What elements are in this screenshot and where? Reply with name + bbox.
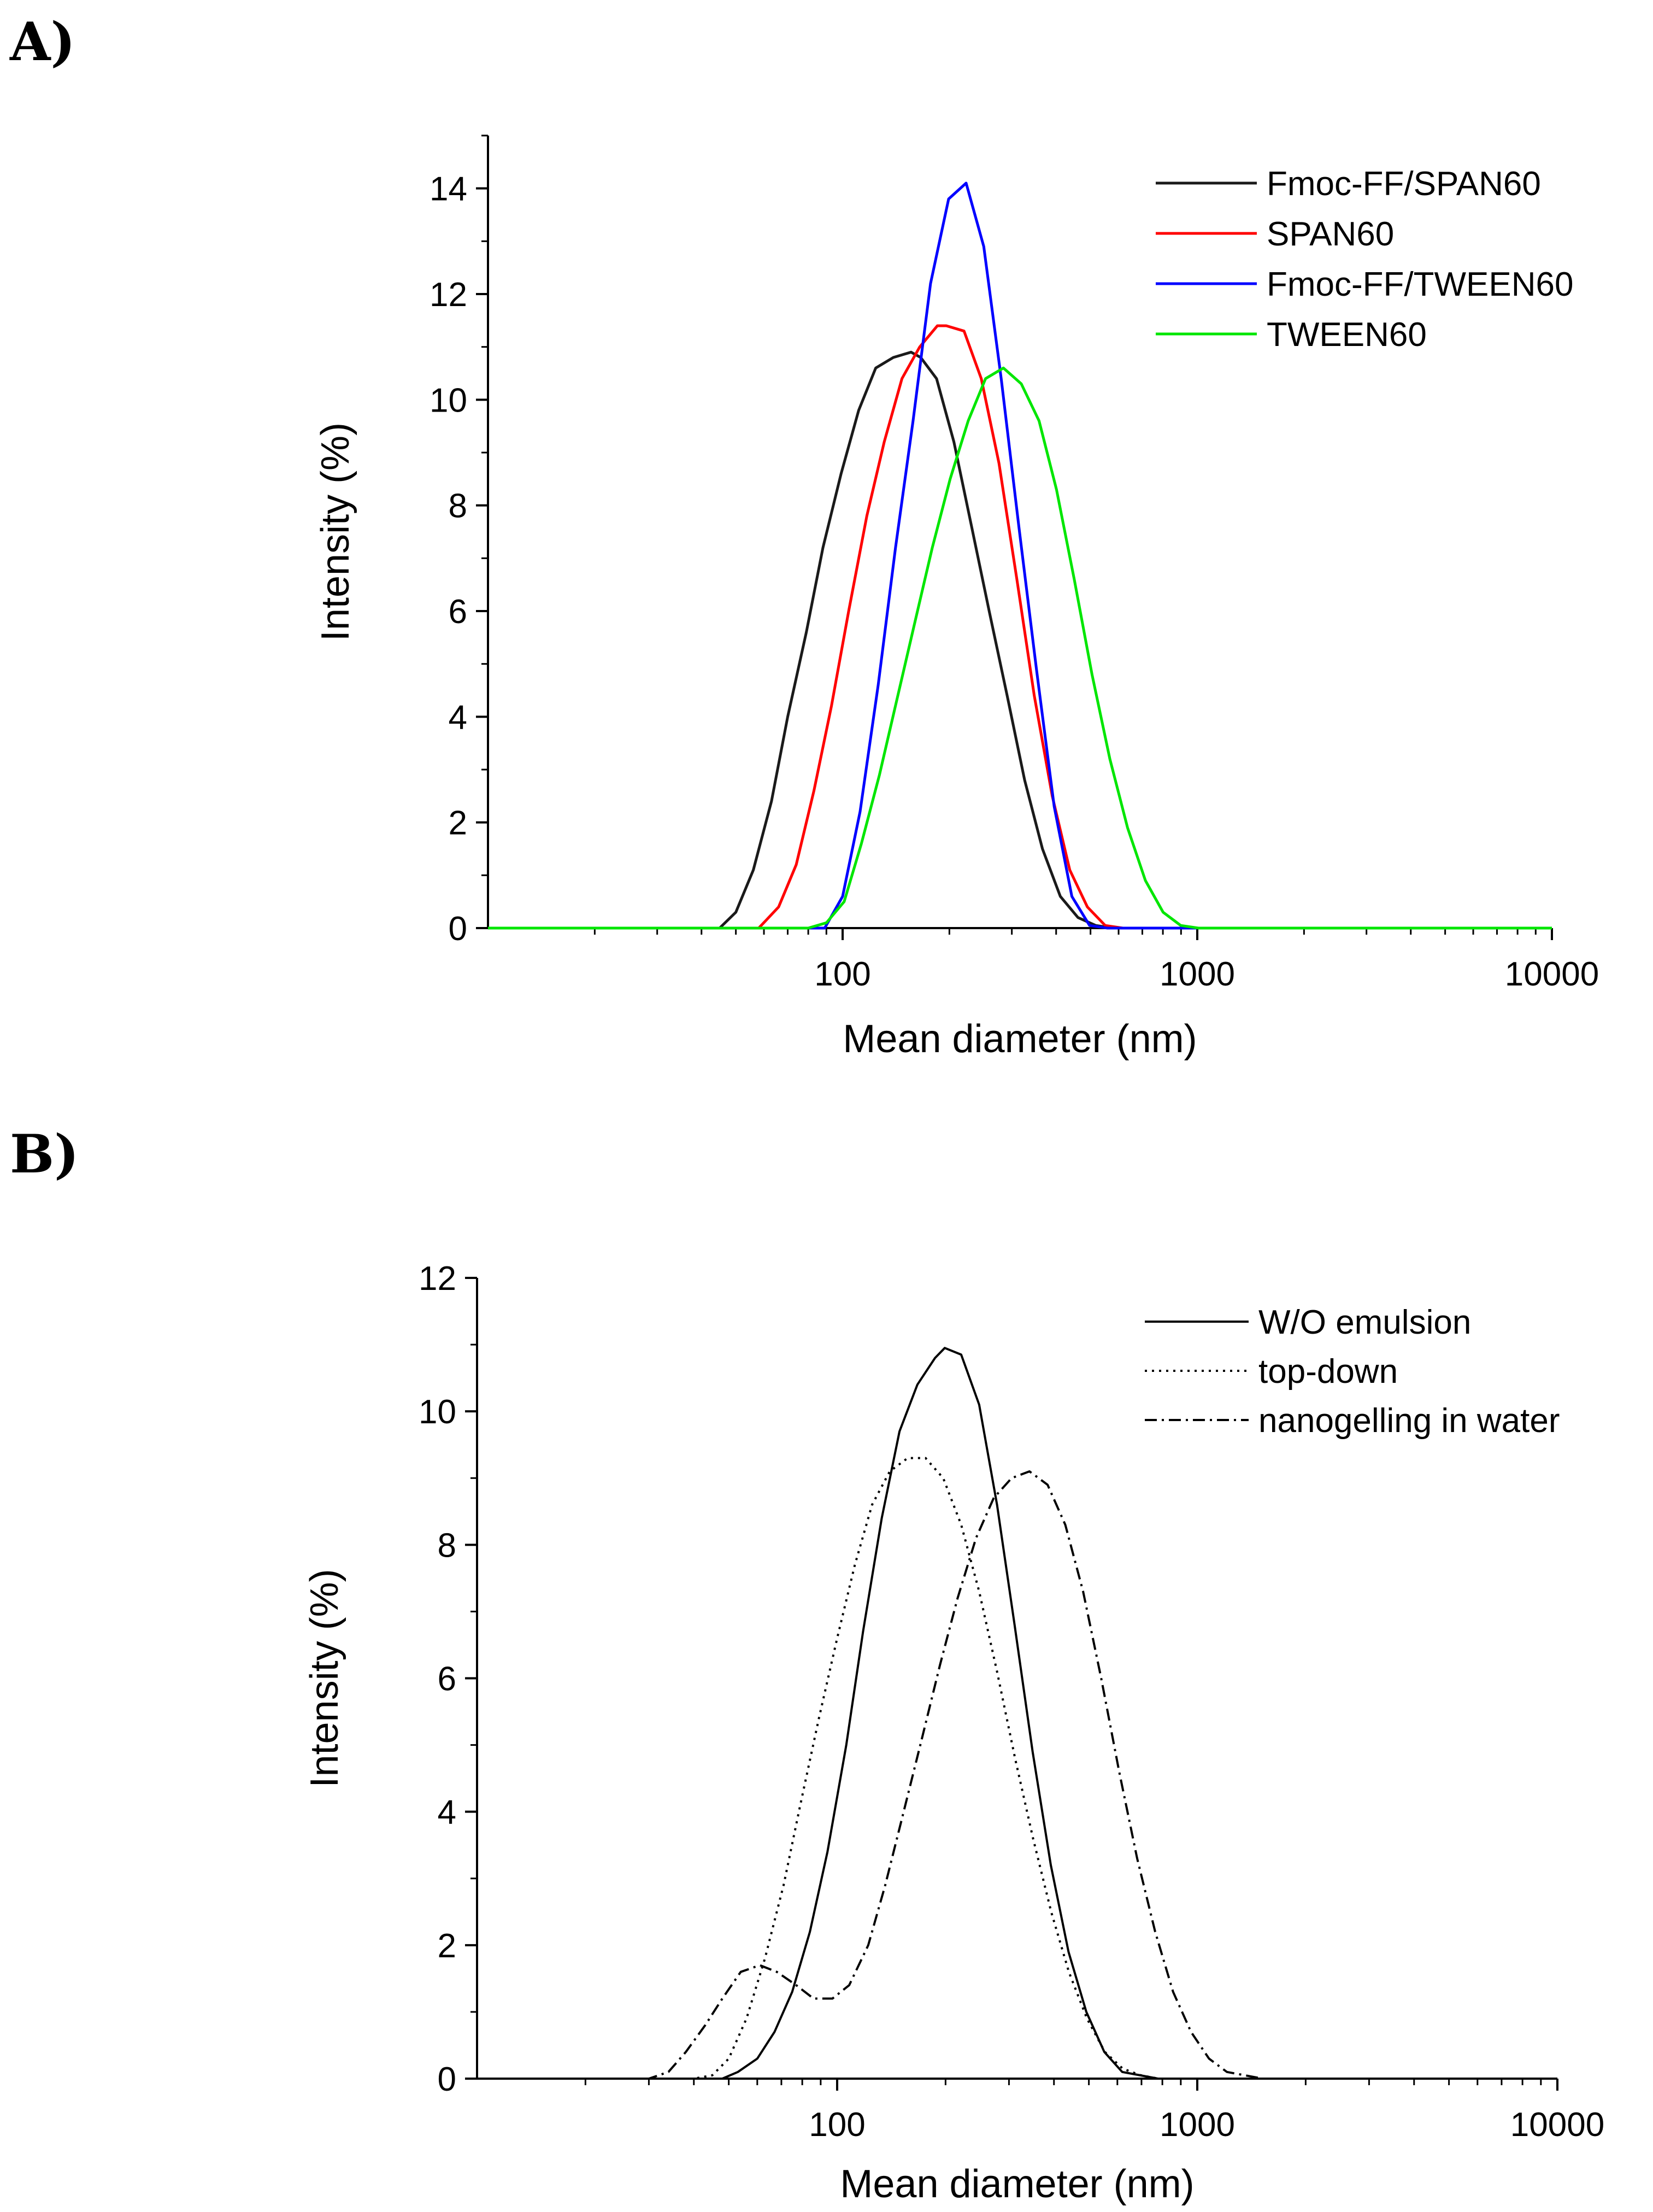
legend-label-1: Fmoc-FF/SPAN60 bbox=[1267, 165, 1541, 203]
x-axis-title: Mean diameter (nm) bbox=[840, 2162, 1194, 2206]
y-tick-label: 2 bbox=[438, 1927, 456, 1965]
y-tick-label: 4 bbox=[438, 1794, 456, 1832]
legend-label-1: W/O emulsion bbox=[1258, 1304, 1471, 1341]
chart-a: 0 2 4 6 8 10 12 14 100 1000 10000 Mean diameter (nm… bbox=[314, 134, 1599, 1061]
panel-label-a: A) bbox=[10, 11, 75, 73]
y-tick-label: 14 bbox=[430, 171, 467, 208]
series-line-2 bbox=[488, 324, 1552, 930]
x-tick-label: 100 bbox=[809, 2106, 865, 2144]
x-axis-title: Mean diameter (nm) bbox=[843, 1017, 1197, 1061]
x-tick-label: 100 bbox=[814, 955, 870, 993]
series-line-1 bbox=[477, 1347, 1557, 2080]
series-line-2 bbox=[477, 1457, 1557, 2080]
y-tick-label: 10 bbox=[430, 382, 467, 419]
y-axis-title: Intensity (%) bbox=[314, 423, 357, 641]
legend-label-3: nanogelling in water bbox=[1258, 1402, 1560, 1440]
y-tick-label: 2 bbox=[449, 805, 467, 842]
x-tick-label: 1000 bbox=[1160, 2106, 1235, 2144]
legend-label-4: TWEEN60 bbox=[1267, 316, 1427, 354]
legend-label-2: SPAN60 bbox=[1267, 215, 1394, 253]
y-tick-label: 6 bbox=[438, 1661, 456, 1698]
legend-label-2: top-down bbox=[1258, 1353, 1398, 1390]
series-line-4 bbox=[488, 366, 1552, 930]
x-tick-label: 1000 bbox=[1160, 955, 1235, 993]
x-tick-label: 10000 bbox=[1510, 2106, 1604, 2144]
y-axis-title: Intensity (%) bbox=[303, 1569, 346, 1787]
y-tick-label: 8 bbox=[449, 488, 467, 525]
series-line-3 bbox=[477, 1470, 1557, 2080]
y-tick-label: 8 bbox=[438, 1527, 456, 1564]
chart-b: 0 2 4 6 8 10 12 100 1000 10000 Mean diameter (nm) I… bbox=[303, 1260, 1604, 2206]
y-tick-label: 4 bbox=[449, 699, 467, 736]
legend-label-3: Fmoc-FF/TWEEN60 bbox=[1267, 266, 1573, 303]
series-line-3 bbox=[488, 181, 1552, 930]
y-tick-label: 10 bbox=[419, 1393, 456, 1431]
series-line-1 bbox=[488, 350, 1552, 930]
y-tick-label: 12 bbox=[419, 1260, 456, 1298]
y-tick-label: 6 bbox=[449, 593, 467, 631]
y-tick-label: 0 bbox=[438, 2061, 456, 2098]
y-tick-label: 12 bbox=[430, 276, 467, 314]
x-tick-label: 10000 bbox=[1505, 955, 1599, 993]
panel-label-b: B) bbox=[10, 1123, 79, 1185]
y-tick-label: 0 bbox=[449, 910, 467, 948]
